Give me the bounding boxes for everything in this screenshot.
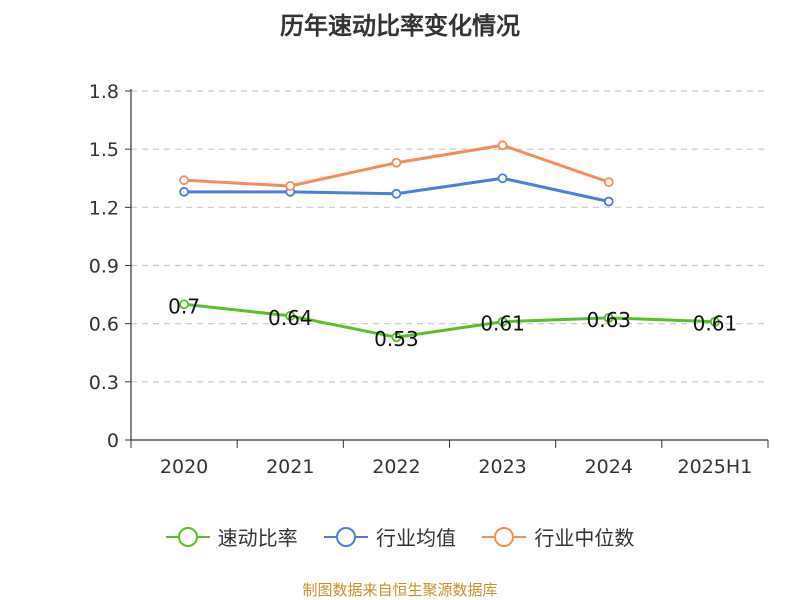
x-tick-label: 2020 — [160, 456, 208, 478]
legend-label: 行业均值 — [376, 526, 456, 550]
series-line — [183, 302, 715, 339]
legend-item-industry-mean[interactable]: 行业均值 — [324, 522, 456, 551]
x-tick-label: 2022 — [372, 456, 420, 478]
y-tick-label: 1.5 — [89, 139, 119, 161]
data-point — [603, 196, 614, 207]
data-point — [497, 140, 508, 151]
legend-label: 速动比率 — [217, 526, 298, 550]
series-lines — [179, 140, 720, 343]
y-tick-label: 1.2 — [89, 197, 119, 219]
y-tick-label: 0 — [107, 430, 119, 452]
x-tick-label: 2021 — [266, 456, 314, 478]
chart-title: 历年速动比率变化情况 — [280, 12, 520, 40]
data-label: 0.53 — [374, 327, 419, 351]
legend-marker-green — [165, 526, 210, 547]
legend: 速动比率 行业均值 行业中位数 — [0, 522, 800, 552]
data-label: 0.64 — [268, 306, 313, 330]
data-point — [179, 299, 189, 310]
data-point — [391, 332, 402, 343]
y-tick-label: 0.6 — [89, 314, 119, 336]
data-labels: 0.7 0.64 0.53 0.61 0.63 0.61 — [168, 294, 737, 351]
data-point — [603, 312, 614, 323]
y-tick-label: 0.3 — [89, 372, 119, 394]
y-tick-label: 0.9 — [89, 256, 119, 278]
data-label: 0.7 — [168, 294, 200, 318]
legend-marker-blue — [324, 526, 368, 547]
data-point — [285, 311, 296, 321]
y-tick-label: 1.8 — [89, 81, 119, 103]
source-footer: 制图数据来自恒生聚源数据库 — [302, 581, 498, 599]
data-point — [497, 316, 508, 327]
grid-lines — [131, 90, 768, 383]
data-point — [179, 175, 189, 186]
data-point — [497, 173, 508, 184]
data-label: 0.61 — [480, 312, 525, 336]
x-tick-label: 2023 — [478, 456, 526, 478]
data-point — [179, 186, 189, 197]
x-tick-label: 2024 — [585, 456, 633, 478]
data-label: 0.63 — [586, 308, 631, 332]
legend-label: 行业中位数 — [534, 526, 635, 550]
data-label: 0.61 — [693, 312, 738, 336]
data-point — [391, 157, 402, 168]
legend-item-industry-median[interactable]: 行业中位数 — [482, 522, 634, 551]
legend-marker-orange — [482, 526, 527, 547]
data-point — [603, 177, 614, 188]
x-tick-label: 2025H1 — [678, 456, 753, 478]
data-point — [391, 188, 402, 199]
legend-item-quick-ratio[interactable]: 速动比率 — [165, 522, 298, 551]
axes: 0 0.3 0.6 0.9 1.2 1.5 1.8 2020 2021 2022 2023 2024 2… — [89, 81, 769, 478]
data-point — [285, 181, 296, 191]
data-point — [710, 316, 720, 327]
